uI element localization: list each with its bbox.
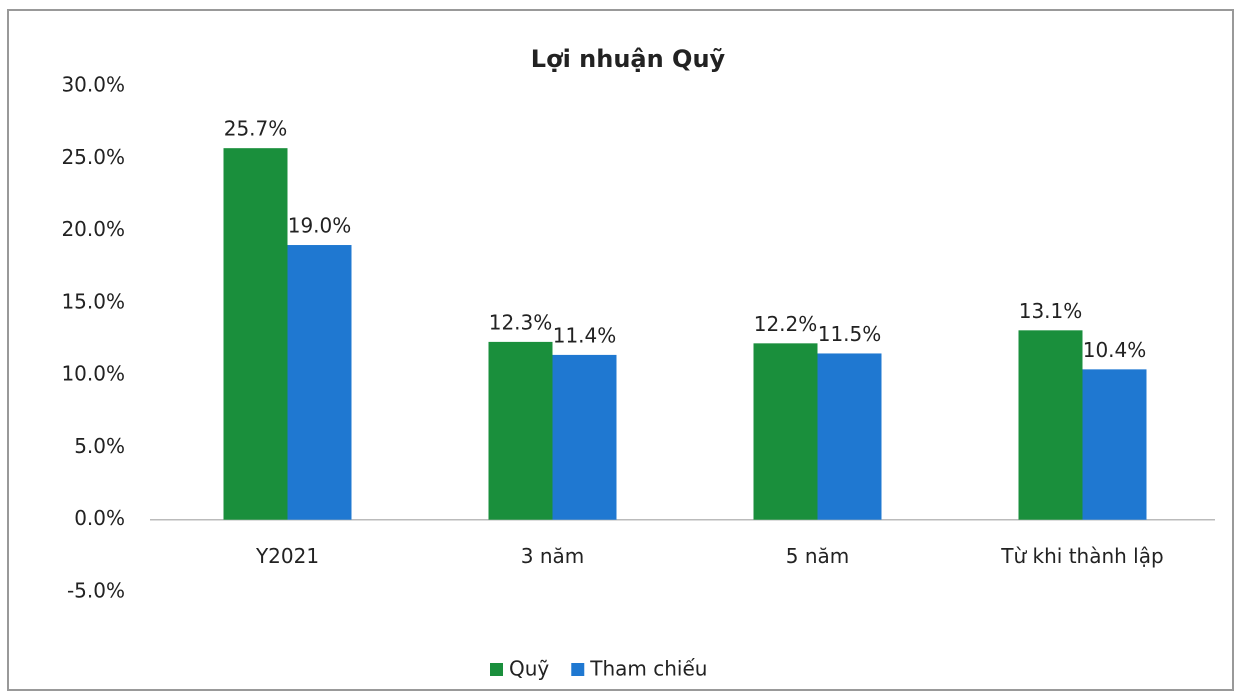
x-tick-label: Y2021 bbox=[255, 544, 319, 568]
bar bbox=[753, 343, 818, 520]
bar bbox=[223, 148, 288, 520]
x-tick-label: Từ khi thành lập bbox=[1000, 544, 1163, 568]
legend-swatch bbox=[571, 663, 585, 676]
data-label: 19.0% bbox=[288, 214, 352, 238]
data-label: 25.7% bbox=[224, 117, 288, 141]
legend-swatch bbox=[490, 663, 503, 676]
bar bbox=[287, 245, 352, 520]
data-label: 12.3% bbox=[489, 310, 553, 334]
legend-label: Quỹ bbox=[509, 657, 549, 681]
bar bbox=[1018, 330, 1083, 520]
data-label: 10.4% bbox=[1083, 338, 1147, 362]
bar bbox=[817, 353, 882, 520]
y-tick-label: 15.0% bbox=[61, 289, 125, 313]
y-tick-label: -5.0% bbox=[67, 579, 125, 603]
bar bbox=[552, 354, 617, 520]
bar bbox=[488, 341, 553, 520]
y-tick-label: 30.0% bbox=[61, 73, 125, 97]
x-tick-label: 5 năm bbox=[786, 544, 850, 568]
x-tick-label: 3 năm bbox=[521, 544, 585, 568]
y-tick-label: 5.0% bbox=[74, 434, 125, 458]
chart-title: Lợi nhuận Quỹ bbox=[531, 45, 726, 73]
data-label: 13.1% bbox=[1019, 299, 1083, 323]
legend-label: Tham chiếu bbox=[589, 657, 707, 681]
y-tick-label: 10.0% bbox=[61, 362, 125, 386]
data-label: 11.4% bbox=[553, 323, 617, 347]
y-tick-label: 0.0% bbox=[74, 506, 125, 530]
bar bbox=[1082, 369, 1147, 520]
y-tick-label: 25.0% bbox=[61, 145, 125, 169]
data-label: 11.5% bbox=[818, 322, 882, 346]
y-tick-label: 20.0% bbox=[61, 217, 125, 241]
data-label: 12.2% bbox=[754, 312, 818, 336]
